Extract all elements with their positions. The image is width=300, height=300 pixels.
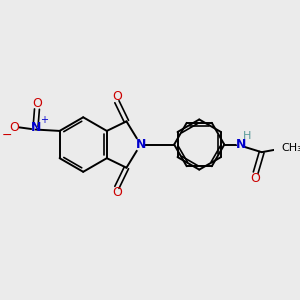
Text: CH₃: CH₃ — [281, 143, 300, 153]
Text: +: + — [40, 115, 48, 125]
Circle shape — [237, 137, 248, 148]
Text: O: O — [9, 121, 19, 134]
Text: O: O — [112, 186, 122, 199]
Text: O: O — [251, 172, 261, 184]
Circle shape — [135, 139, 147, 151]
Text: O: O — [32, 97, 42, 110]
Text: N: N — [135, 138, 146, 151]
Text: N: N — [31, 122, 41, 134]
Text: N: N — [236, 138, 246, 151]
Text: −: − — [2, 129, 12, 142]
Text: H: H — [243, 131, 251, 141]
Text: O: O — [112, 90, 122, 103]
